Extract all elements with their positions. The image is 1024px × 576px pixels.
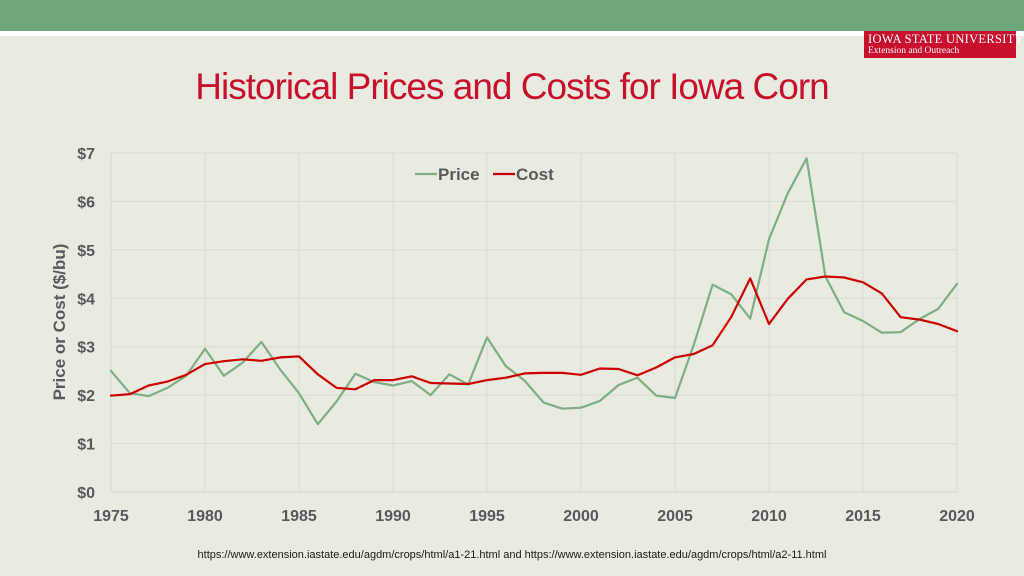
y-tick-label: $5	[77, 243, 95, 260]
legend-label-cost: Cost	[516, 165, 554, 184]
top-divider	[0, 31, 1024, 36]
university-logo: IOWA STATE UNIVERSITY Extension and Outr…	[864, 31, 1024, 58]
x-tick-label: 2015	[845, 508, 881, 525]
series-line-cost	[109, 275, 959, 397]
chart-gridlines	[111, 152, 958, 492]
y-tick-label: $6	[77, 194, 95, 211]
x-tick-label: 2020	[939, 508, 975, 525]
logo-university-name: IOWA STATE UNIVERSITY	[868, 32, 1024, 46]
logo-department: Extension and Outreach	[868, 46, 960, 56]
y-tick-label: $4	[77, 291, 95, 308]
x-tick-label: 2000	[563, 508, 599, 525]
x-tick-label: 1985	[281, 508, 317, 525]
x-tick-label: 1995	[469, 508, 505, 525]
source-citation: https://www.extension.iastate.edu/agdm/c…	[197, 549, 827, 561]
series-line-price	[109, 157, 959, 426]
top-banner	[0, 0, 1024, 31]
legend-label-price: Price	[438, 165, 480, 184]
x-tick-label: 1980	[187, 508, 223, 525]
y-tick-label: $3	[77, 340, 95, 357]
x-tick-label: 2010	[751, 508, 787, 525]
chart-series	[109, 157, 959, 426]
chart-axes: $0 $1 $2 $3 $4 $5 $6 $7 1975 1980 1985 1990 1995 2000…	[77, 146, 975, 525]
chart-legend: Price Cost	[415, 165, 554, 184]
y-tick-label: $1	[77, 437, 95, 454]
y-tick-label: $0	[77, 485, 95, 502]
x-tick-label: 1975	[93, 508, 129, 525]
slide-title: Historical Prices and Costs for Iowa Cor…	[195, 66, 829, 107]
x-tick-label: 2005	[657, 508, 693, 525]
y-tick-label: $2	[77, 388, 95, 405]
y-tick-label: $7	[77, 146, 95, 163]
x-tick-label: 1990	[375, 508, 411, 525]
